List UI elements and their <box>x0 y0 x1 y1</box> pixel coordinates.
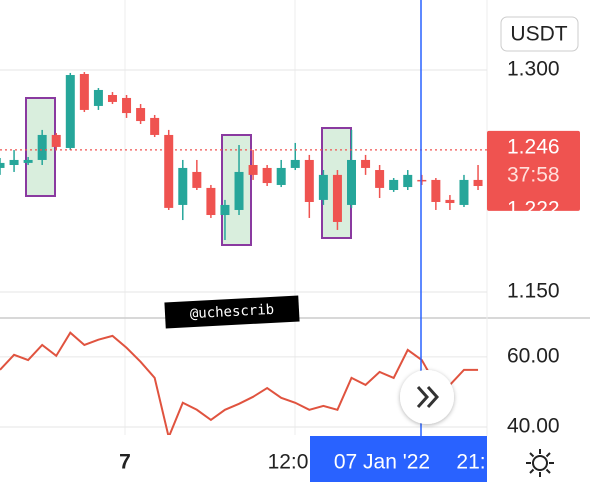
candle-body <box>164 134 174 208</box>
candle-body <box>361 159 371 168</box>
price-marker-label: 1.222 <box>507 197 560 220</box>
indicator-line <box>0 331 479 435</box>
candle-body <box>79 73 89 110</box>
watermark: @uchescrib <box>164 295 300 329</box>
candle-body <box>178 167 188 205</box>
candle-body <box>65 75 75 148</box>
candle-body <box>93 89 103 106</box>
last-price-label: 1.246 <box>507 135 560 158</box>
indicator <box>0 331 479 435</box>
chevron-icon <box>416 385 440 409</box>
candle-body <box>332 174 342 222</box>
candle-body <box>51 134 61 147</box>
last-price-badge <box>487 130 580 211</box>
candle-body <box>122 97 132 114</box>
candle-body <box>9 159 19 165</box>
candle-body <box>347 159 356 205</box>
candle-body <box>417 179 427 182</box>
candle-body <box>37 134 47 160</box>
x-tick-label-overlay: 21: <box>456 451 485 474</box>
crosshair-label: 07 Jan '22 <box>334 451 430 474</box>
y-tick-label: 1.150 <box>507 280 560 303</box>
candle-body <box>375 170 385 188</box>
x-tick-label: 12:0 <box>268 451 309 474</box>
candle-body <box>0 162 5 168</box>
candle-body <box>192 171 202 188</box>
candle-body <box>459 179 469 205</box>
candle-body <box>136 108 146 122</box>
candle-body <box>206 187 216 216</box>
countdown-label: 37:58 <box>507 163 560 186</box>
grid <box>0 69 487 428</box>
y2-tick-label: 60.00 <box>507 344 560 367</box>
candle-body <box>276 167 286 185</box>
candle-body <box>473 179 483 187</box>
candle-body <box>150 117 160 135</box>
candle-body <box>220 204 230 216</box>
candle-body <box>318 174 328 200</box>
candle-body <box>107 95 117 102</box>
overlay <box>0 0 487 436</box>
candle-body <box>234 171 244 210</box>
candles <box>0 72 483 241</box>
settings-rays <box>526 449 554 477</box>
candle-body <box>248 164 258 175</box>
y-tick-label: 1.300 <box>507 58 560 81</box>
y2-tick-label: 40.00 <box>507 414 560 437</box>
candle-body <box>262 167 272 184</box>
currency-button[interactable] <box>500 16 579 52</box>
candle-body <box>304 159 314 202</box>
currency-label[interactable]: USDT <box>510 23 567 46</box>
settings[interactable] <box>526 449 554 477</box>
scroll-to-realtime[interactable] <box>400 370 454 424</box>
candle-body <box>445 199 455 204</box>
watermark-bg <box>164 295 300 329</box>
candle-body <box>403 174 413 188</box>
candle-body <box>431 179 441 202</box>
candle-body <box>23 159 33 163</box>
candle-body <box>290 159 300 168</box>
crosshair-badge <box>310 436 487 482</box>
x-tick-label: 7 <box>119 451 131 474</box>
watermark-text: @uchescrib <box>189 302 274 322</box>
settings-icon[interactable] <box>532 455 548 471</box>
candle-body <box>389 179 399 191</box>
